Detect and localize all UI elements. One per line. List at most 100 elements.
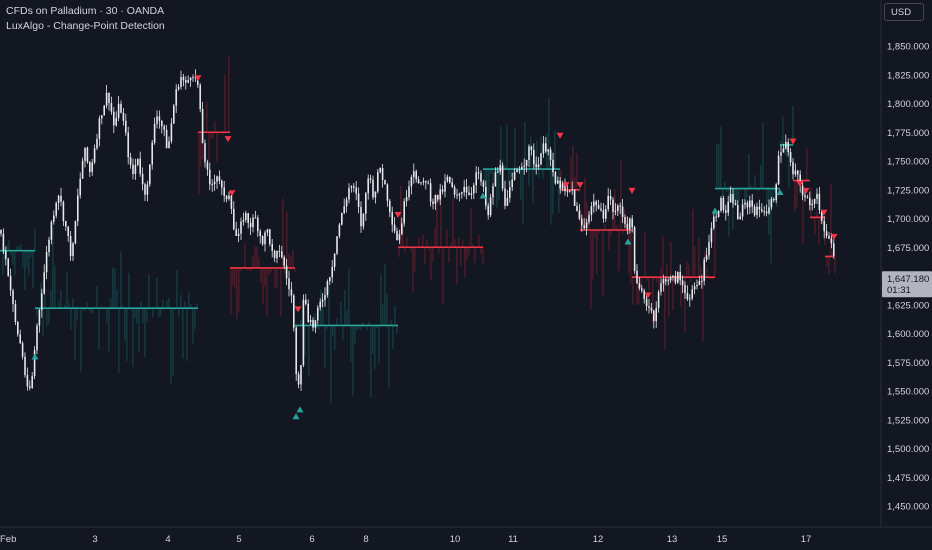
histogram-bar: [722, 188, 724, 200]
histogram-bar: [558, 169, 560, 214]
candle-body: [149, 164, 151, 185]
histogram-bar: [598, 230, 600, 233]
candle-body: [228, 195, 230, 200]
candle-body: [101, 115, 103, 119]
price-tick-label: 1,825.000: [887, 70, 929, 81]
histogram-bar: [140, 301, 142, 309]
candle-body: [72, 243, 74, 257]
histogram-bar: [352, 325, 354, 396]
signal-markers: [31, 75, 838, 420]
histogram-bar: [274, 267, 276, 289]
histogram-bar: [490, 169, 492, 175]
histogram-bar: [152, 308, 154, 318]
candle-body: [540, 153, 542, 165]
histogram-bar: [458, 237, 460, 248]
candle-body: [324, 295, 326, 300]
last-price-value: 1,647.180: [887, 274, 929, 285]
histogram-bar: [672, 277, 674, 310]
time-axis[interactable]: Feb 3 4 5 6 8 10 11 12 13 15 17: [0, 534, 811, 545]
candle-body: [283, 257, 285, 266]
candle-body: [739, 216, 741, 220]
candle-body: [127, 132, 129, 158]
histogram-bar: [812, 217, 814, 220]
candle-body: [588, 214, 590, 222]
candle-body: [552, 159, 554, 173]
candle-body: [336, 236, 338, 254]
histogram-bar: [118, 308, 120, 374]
histogram-bar: [184, 301, 186, 309]
candle-body: [537, 164, 540, 167]
candle-body: [686, 293, 689, 300]
histogram-bar: [684, 277, 686, 333]
histogram-bar: [454, 238, 456, 248]
histogram-bar: [208, 132, 210, 163]
candle-body: [372, 179, 374, 198]
candle-body: [600, 208, 602, 211]
bullish-signal-marker: [776, 189, 784, 196]
candle-body: [60, 195, 62, 202]
price-axis[interactable]: 1,850.000 1,825.000 1,800.000 1,775.000 1,75…: [887, 42, 929, 513]
candle-body: [737, 204, 739, 220]
histogram-bar: [112, 267, 114, 309]
histogram-bar: [450, 243, 452, 248]
candle-body: [185, 80, 187, 83]
histogram-bar: [122, 305, 124, 309]
candle-body: [53, 215, 55, 222]
histogram-bar: [252, 256, 254, 268]
candle-body: [252, 217, 254, 228]
candle-body: [353, 186, 355, 188]
histogram-bar: [758, 188, 760, 191]
candle-body: [201, 108, 204, 144]
candle-body: [427, 182, 429, 184]
histogram-bar: [106, 308, 108, 324]
candle-body: [389, 200, 391, 213]
time-tick-label: 11: [508, 534, 518, 545]
histogram-bar: [268, 267, 270, 275]
histogram-bar: [66, 272, 68, 309]
histogram-bar: [254, 246, 256, 268]
candle-body: [422, 180, 425, 183]
histogram-bar: [414, 247, 416, 272]
histogram-bar: [366, 325, 368, 331]
histogram-bar: [676, 277, 678, 282]
histogram-bar: [356, 325, 358, 331]
candle-body: [17, 321, 19, 335]
histogram-bar: [44, 288, 46, 309]
candle-body: [405, 197, 408, 202]
histogram-bar: [124, 308, 126, 341]
candle-body: [497, 171, 499, 173]
candle-body: [74, 221, 77, 244]
candle-body: [271, 244, 273, 251]
time-tick-label: Feb: [0, 534, 16, 545]
histogram-bar: [388, 325, 390, 388]
candle-body: [665, 279, 667, 282]
candle-body: [612, 199, 614, 212]
bearish-signal-marker: [224, 136, 232, 143]
candle-body: [429, 183, 432, 202]
candle-body: [525, 159, 528, 166]
histogram-bar: [330, 325, 332, 404]
candle-body: [288, 278, 290, 290]
candle-body: [660, 283, 662, 292]
currency-button[interactable]: USD: [884, 3, 924, 21]
histogram-bar: [530, 136, 532, 170]
histogram-bar: [8, 240, 10, 251]
histogram-bar: [162, 299, 164, 309]
candle-body: [717, 210, 720, 217]
candle-body: [782, 148, 785, 153]
indicator-name[interactable]: LuxAlgo - Change-Point Detection: [6, 20, 165, 32]
histogram-bar: [670, 241, 672, 278]
candle-body: [501, 165, 504, 189]
histogram-bar: [520, 169, 522, 200]
candle-body: [38, 309, 41, 326]
histogram-bar: [18, 245, 20, 251]
candle-body: [290, 289, 293, 296]
bearish-signal-marker: [576, 182, 584, 189]
histogram-bar: [248, 267, 250, 270]
price-tick-label: 1,525.000: [887, 415, 929, 426]
candle-body: [245, 213, 247, 220]
candle-body: [554, 172, 557, 184]
histogram-bar: [586, 202, 588, 230]
histogram-bar: [234, 267, 236, 289]
